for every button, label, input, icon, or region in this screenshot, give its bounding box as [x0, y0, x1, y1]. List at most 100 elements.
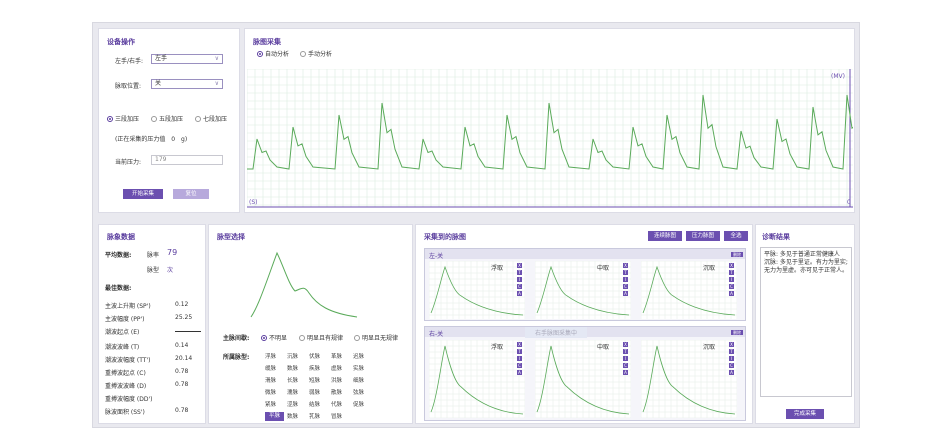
delete-tag[interactable]: 删除 [731, 330, 743, 335]
cell-tool-button[interactable]: A [623, 291, 628, 296]
cell-tool-button[interactable]: X [623, 263, 628, 268]
position-select-value: 关 [155, 80, 162, 87]
radio-pressure-5[interactable]: 五段加压 [151, 114, 183, 123]
collected-pulse-cell[interactable] [429, 261, 525, 319]
cell-tool-button[interactable]: T [729, 349, 734, 354]
continuous-pulse-button[interactable]: 连续脉图 [648, 231, 682, 241]
pulse-type-option[interactable]: 结脉 [309, 402, 321, 408]
pulse-type-option[interactable]: 长脉 [287, 378, 299, 384]
cell-tool-button[interactable]: T [517, 270, 522, 275]
radio-pressure-3[interactable]: 三段加压 [107, 114, 139, 123]
pulse-type-option[interactable]: 浮脉 [265, 354, 277, 360]
type-value: 次 [167, 267, 174, 274]
cell-tool-button[interactable]: I [517, 277, 522, 282]
position-select[interactable]: 关 ∨ [151, 79, 223, 89]
cell-tool-button[interactable]: C [729, 363, 734, 368]
pulse-type-option[interactable]: 散脉 [331, 390, 343, 396]
pulse-type-option[interactable]: 疾脉 [309, 366, 321, 372]
chevron-down-icon: ∨ [214, 55, 219, 62]
pulse-type-option[interactable]: 虚脉 [331, 366, 343, 372]
feature-value: 25.25 [175, 314, 193, 321]
start-capture-button[interactable]: 开始采集 [123, 189, 163, 199]
cell-tool-button[interactable]: T [729, 270, 734, 275]
pulse-type-option[interactable]: 代脉 [331, 402, 343, 408]
pulse-type-option[interactable]: 洪脉 [331, 378, 343, 384]
cell-tool-button[interactable]: C [623, 363, 628, 368]
cell-tool-button[interactable]: T [517, 349, 522, 354]
pulse-type-option[interactable]: 革脉 [331, 354, 343, 360]
radio-dot [151, 115, 157, 122]
hand-select[interactable]: 左手 ∨ [151, 54, 223, 64]
cell-tool-button[interactable]: X [517, 263, 522, 268]
pulse-type-option[interactable]: 紧脉 [265, 402, 277, 408]
device-panel: 设备操作 左手/右手: 左手 ∨ 脉取位置: 关 ∨ 三段加压 五段加压 七段加… [98, 28, 240, 213]
radio-manual-analysis[interactable]: 手动分析 [300, 49, 332, 58]
pulse-type-option[interactable]: 濡脉 [287, 390, 299, 396]
radio-label: 明显且有规律 [307, 335, 344, 342]
depth-label: 沉取 [703, 344, 716, 351]
feature-label: 重搏波起点 (C) [105, 370, 146, 377]
pulse-select-panel: 脉型选择 主脉间歇: 不明显 明显且有规律 明显且无规律 所属脉型: 浮脉 沉脉 伏… [208, 224, 413, 424]
radio-rhythm-irregular[interactable]: 明显且无规律 [354, 333, 398, 342]
pulse-type-option[interactable]: 冒脉 [331, 414, 343, 420]
cell-tool-button[interactable]: C [729, 284, 734, 289]
cell-tool-button[interactable]: I [729, 277, 734, 282]
reset-button[interactable]: 复位 [173, 189, 209, 199]
pulse-type-option[interactable]: 细脉 [353, 378, 365, 384]
collected-pulse-cell[interactable] [535, 340, 631, 418]
pulse-type-option[interactable]: 涩脉 [287, 402, 299, 408]
radio-dot [261, 334, 267, 341]
cell-tool-button[interactable]: A [517, 370, 522, 375]
pulse-type-option[interactable]: 滑脉 [265, 378, 277, 384]
pressure-pulse-button[interactable]: 压力脉图 [686, 231, 720, 241]
pulse-type-option[interactable]: 实脉 [353, 366, 365, 372]
cell-tool-button[interactable]: C [517, 363, 522, 368]
radio-pressure-7[interactable]: 七段加压 [195, 114, 227, 123]
cell-tool-button[interactable]: I [517, 356, 522, 361]
complete-capture-button[interactable]: 完成采集 [786, 409, 824, 419]
cell-tool-button[interactable]: A [729, 291, 734, 296]
radio-rhythm-regular[interactable]: 明显且有规律 [299, 333, 343, 342]
cell-tool-button[interactable]: X [623, 342, 628, 347]
collected-pulse-cell[interactable] [535, 261, 631, 319]
collected-pulse-cell[interactable] [641, 261, 737, 319]
diagnosis-text[interactable]: 平脉: 多见于普通正常健康人 沉脉: 多见于里证。有力为里实;无力为里虚。亦可见… [760, 247, 852, 397]
select-all-button[interactable]: 全选 [724, 231, 748, 241]
collected-pulse-cell[interactable] [429, 340, 525, 418]
current-pressure-field[interactable]: 179 [151, 155, 223, 165]
cell-tool-button[interactable]: I [729, 356, 734, 361]
cell-tool-button[interactable]: A [517, 291, 522, 296]
cell-tool-button[interactable]: C [517, 284, 522, 289]
cell-tool-button[interactable]: X [729, 342, 734, 347]
cell-tool-button[interactable]: A [729, 370, 734, 375]
position-label: 脉取位置: [115, 83, 142, 90]
pulse-type-option[interactable]: 平脉 [265, 412, 285, 421]
cell-tool-button[interactable]: T [623, 270, 628, 275]
rhythm-label: 主脉间歇: [223, 335, 250, 342]
pulse-type-option[interactable]: 伏脉 [309, 354, 321, 360]
x-zero-label: 0 [847, 199, 851, 206]
pulse-type-option[interactable]: 迟脉 [353, 354, 365, 360]
cell-tool-button[interactable]: X [729, 263, 734, 268]
pulse-type-option[interactable]: 弦脉 [353, 390, 365, 396]
radio-auto-analysis[interactable]: 自动分析 [257, 49, 289, 58]
pulse-type-option[interactable]: 短脉 [309, 378, 321, 384]
pulse-type-option[interactable]: 微脉 [265, 390, 277, 396]
pulse-type-option[interactable]: 弱脉 [309, 390, 321, 396]
cell-tool-button[interactable]: C [623, 284, 628, 289]
cell-tool-button[interactable]: I [623, 356, 628, 361]
avg-label: 平均数据: [105, 252, 132, 259]
pulse-type-option[interactable]: 缓脉 [265, 366, 277, 372]
cell-tool-button[interactable]: I [623, 277, 628, 282]
collected-pulse-cell[interactable] [641, 340, 737, 418]
delete-tag[interactable]: 删除 [731, 252, 743, 257]
pulse-type-option[interactable]: 沉脉 [287, 354, 299, 360]
radio-rhythm-none[interactable]: 不明显 [261, 333, 287, 342]
cell-tool-button[interactable]: T [623, 349, 628, 354]
pulse-type-option[interactable]: 数脉 [287, 366, 299, 372]
pulse-type-option[interactable]: 促脉 [353, 402, 365, 408]
cell-tool-button[interactable]: X [517, 342, 522, 347]
cell-tool-button[interactable]: A [623, 370, 628, 375]
pulse-type-option[interactable]: 芤脉 [309, 414, 321, 420]
pulse-type-option[interactable]: 数脉 [287, 414, 299, 420]
